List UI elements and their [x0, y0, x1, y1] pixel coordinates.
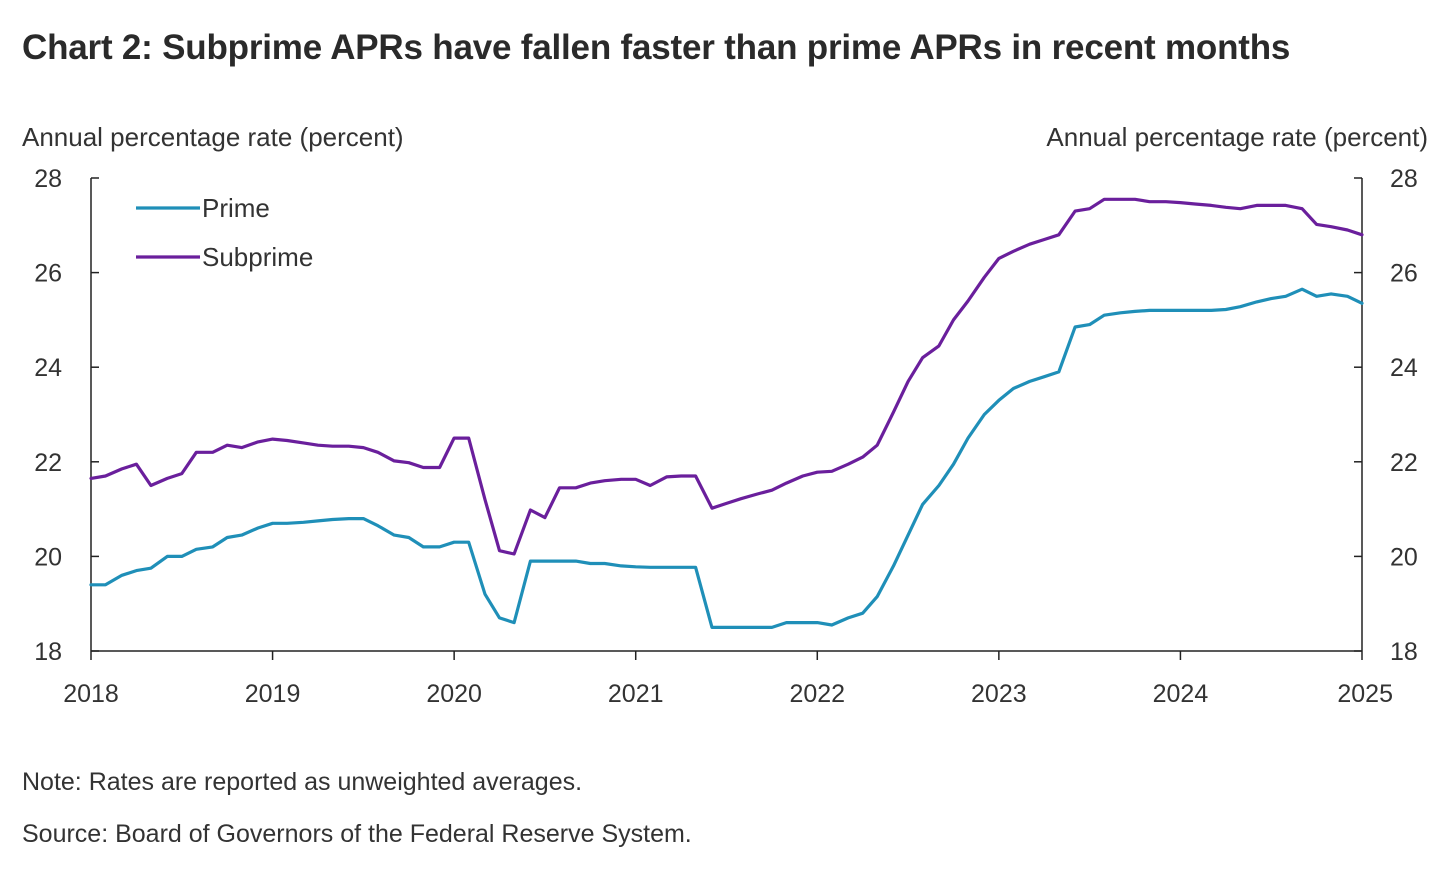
y-tick-label-left: 28: [34, 165, 62, 193]
y-tick-label-right: 26: [1390, 260, 1418, 288]
x-tick-label: 2019: [245, 680, 301, 708]
x-tick-label: 2021: [608, 680, 664, 708]
chart-source: Source: Board of Governors of the Federa…: [22, 820, 692, 848]
x-tick-label: 2018: [63, 680, 119, 708]
series-lines: [89, 197, 1364, 630]
x-tick-label: 2025: [1337, 680, 1393, 708]
x-tick-label: 2024: [1153, 680, 1209, 708]
chart-title: Chart 2: Subprime APRs have fallen faste…: [22, 28, 1291, 67]
legend: Prime Subprime: [136, 193, 313, 272]
y-tick-label-left: 24: [34, 354, 62, 382]
legend-label-subprime: Subprime: [202, 242, 313, 272]
legend-label-prime: Prime: [202, 193, 270, 223]
y-tick-label-right: 24: [1390, 354, 1418, 382]
y-tick-label-right: 20: [1390, 543, 1418, 571]
y-tick-label-right: 18: [1390, 638, 1418, 666]
chart-note: Note: Rates are reported as unweighted a…: [22, 768, 583, 796]
y-axis-label-left: Annual percentage rate (percent): [22, 122, 404, 152]
x-tick-label: 2020: [426, 680, 482, 708]
y-tick-label-left: 22: [34, 449, 62, 477]
y-tick-label-left: 26: [34, 260, 62, 288]
x-tick-label: 2023: [971, 680, 1027, 708]
y-tick-label-right: 22: [1390, 449, 1418, 477]
y-tick-label-left: 18: [34, 638, 62, 666]
series-line-prime: [89, 287, 1364, 630]
y-tick-label-right: 28: [1390, 165, 1418, 193]
y-tick-label-left: 20: [34, 543, 62, 571]
x-tick-label: 2022: [789, 680, 845, 708]
y-axis-label-right: Annual percentage rate (percent): [1046, 122, 1428, 152]
series-line-subprime: [89, 197, 1364, 556]
